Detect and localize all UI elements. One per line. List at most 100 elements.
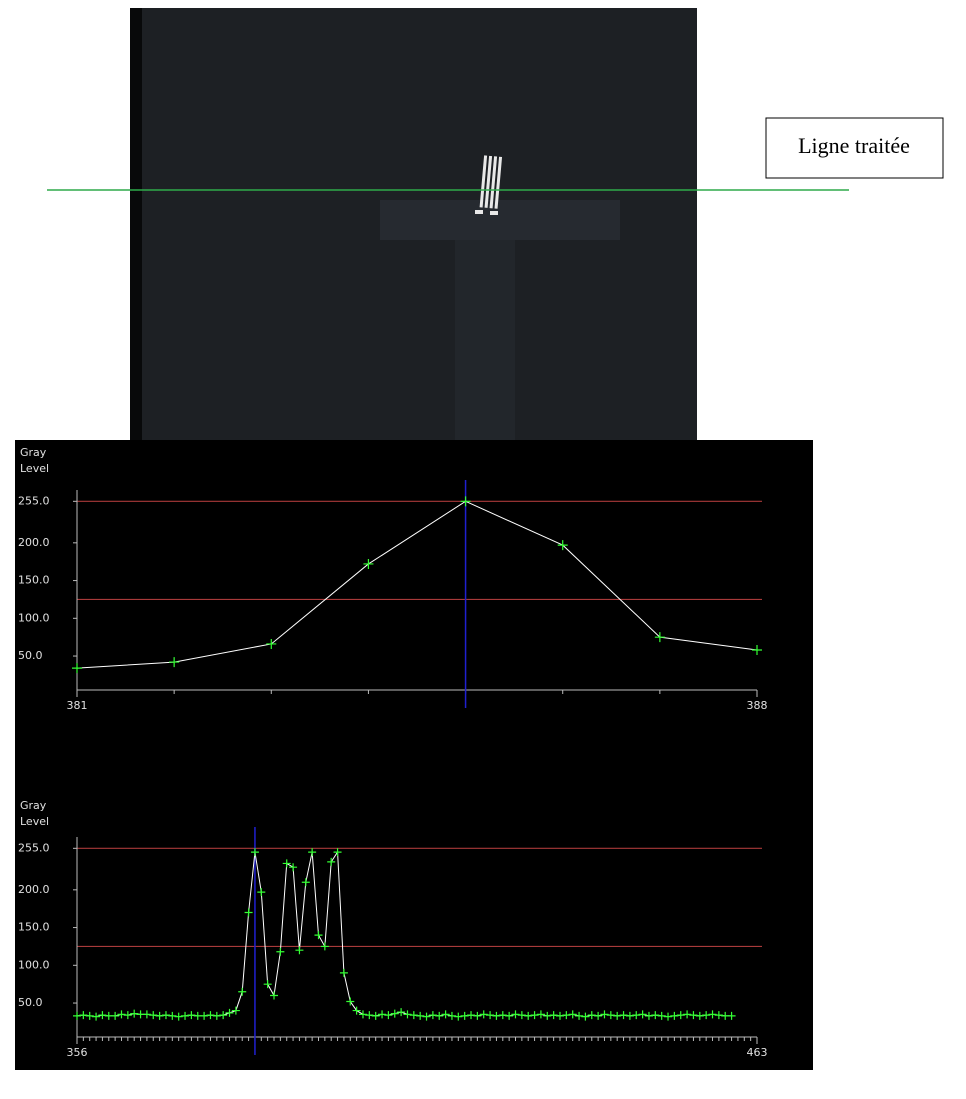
- data-point: [282, 859, 291, 868]
- data-point: [365, 1011, 374, 1020]
- data-point: [339, 968, 348, 977]
- data-point: [403, 1010, 412, 1019]
- data-point: [250, 848, 259, 857]
- data-point: [606, 1011, 615, 1020]
- y-axis-label: Level: [20, 815, 49, 828]
- y-tick-label: 50.0: [18, 996, 43, 1009]
- data-point: [428, 1011, 437, 1020]
- data-point: [505, 1011, 514, 1020]
- data-point: [638, 1010, 647, 1019]
- x-tick-label: 388: [747, 699, 768, 712]
- data-point: [371, 1011, 380, 1020]
- data-point: [454, 1012, 463, 1021]
- data-point: [181, 1011, 190, 1020]
- data-point: [276, 947, 285, 956]
- annotation-text: Ligne traitée: [798, 133, 910, 158]
- data-point: [257, 888, 266, 897]
- data-point: [435, 1011, 444, 1020]
- data-point: [498, 1011, 507, 1020]
- data-point: [168, 1011, 177, 1020]
- data-point: [358, 1010, 367, 1019]
- data-point: [111, 1011, 120, 1020]
- data-point: [320, 942, 329, 951]
- data-point: [676, 1011, 685, 1020]
- data-point: [441, 1010, 450, 1019]
- data-point: [346, 997, 355, 1006]
- data-point: [581, 1012, 590, 1021]
- data-point: [727, 1011, 736, 1020]
- data-point: [200, 1011, 209, 1020]
- data-point: [670, 1011, 679, 1020]
- data-point: [575, 1011, 584, 1020]
- data-point: [363, 558, 374, 569]
- data-point: [130, 1009, 139, 1018]
- data-point: [600, 1010, 609, 1019]
- data-point: [657, 1011, 666, 1020]
- y-tick-label: 200.0: [18, 883, 50, 896]
- y-axis-label: Gray: [20, 799, 47, 812]
- data-point: [308, 848, 317, 857]
- data-point: [625, 1011, 634, 1020]
- data-point: [352, 1006, 361, 1015]
- data-point: [212, 1011, 221, 1020]
- data-point: [289, 863, 298, 872]
- data-point: [524, 1011, 533, 1020]
- y-tick-label: 150.0: [18, 574, 50, 587]
- data-point: [244, 908, 253, 917]
- data-point: [530, 1011, 539, 1020]
- y-tick-label: 50.0: [18, 649, 43, 662]
- y-tick-label: 255.0: [18, 494, 50, 507]
- data-point: [238, 987, 247, 996]
- y-tick-label: 100.0: [18, 611, 50, 624]
- data-point: [752, 645, 762, 655]
- data-point: [708, 1010, 717, 1019]
- data-point: [695, 1011, 704, 1020]
- data-point: [301, 878, 310, 887]
- data-point: [632, 1011, 641, 1020]
- data-point: [416, 1011, 425, 1020]
- data-point: [390, 1009, 399, 1018]
- data-point: [142, 1010, 151, 1019]
- data-point: [85, 1011, 94, 1020]
- data-point: [327, 857, 336, 866]
- target-stripes: [475, 155, 503, 215]
- data-point: [149, 1011, 158, 1020]
- data-point: [169, 657, 180, 668]
- data-point: [651, 1011, 660, 1020]
- data-point: [447, 1011, 456, 1020]
- data-point: [557, 540, 568, 551]
- data-point: [587, 1011, 596, 1020]
- y-tick-label: 150.0: [18, 921, 50, 934]
- data-point: [378, 1010, 387, 1019]
- data-point: [619, 1011, 628, 1020]
- data-point: [98, 1011, 107, 1020]
- data-point: [295, 946, 304, 955]
- data-point: [683, 1010, 692, 1019]
- data-point: [543, 1011, 552, 1020]
- data-point: [72, 663, 82, 674]
- x-tick-label: 463: [747, 1046, 768, 1059]
- data-point: [397, 1008, 406, 1017]
- data-point: [664, 1012, 673, 1021]
- data-point: [161, 1011, 170, 1020]
- data-point: [473, 1011, 482, 1020]
- data-point: [568, 1010, 577, 1019]
- data-point: [231, 1006, 240, 1015]
- data-point: [460, 496, 471, 507]
- data-point: [644, 1011, 653, 1020]
- data-point: [555, 1011, 564, 1020]
- data-point: [536, 1010, 545, 1019]
- data-point: [263, 980, 272, 989]
- data-point: [467, 1011, 476, 1020]
- image-shape: [380, 200, 620, 240]
- image-border: [130, 8, 142, 440]
- annotation-box: [765, 117, 944, 179]
- data-point: [117, 1010, 126, 1019]
- data-point: [384, 1011, 393, 1020]
- data-point: [155, 1011, 164, 1020]
- y-axis-label: Level: [20, 462, 49, 475]
- data-point: [219, 1011, 228, 1020]
- data-point: [422, 1012, 431, 1021]
- data-point: [714, 1011, 723, 1020]
- data-point: [689, 1011, 698, 1020]
